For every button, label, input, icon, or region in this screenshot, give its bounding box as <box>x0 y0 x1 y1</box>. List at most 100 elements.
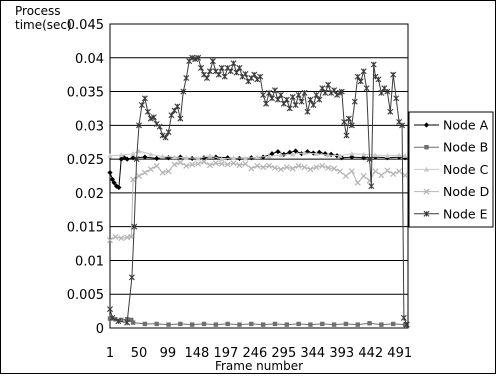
data-point <box>354 179 361 186</box>
data-point <box>242 155 249 161</box>
data-point <box>378 172 385 179</box>
data-point <box>168 112 175 119</box>
data-point <box>399 122 406 129</box>
x-axis-label: Frame number <box>215 359 303 373</box>
data-point <box>310 102 317 109</box>
data-point <box>148 151 154 157</box>
data-point <box>124 156 130 162</box>
data-point <box>289 165 296 172</box>
data-point <box>351 98 358 105</box>
x-tick-label: 442 <box>358 346 383 361</box>
data-point <box>345 115 352 122</box>
data-point <box>237 322 242 327</box>
data-point <box>283 164 290 171</box>
data-point <box>177 115 184 122</box>
data-point <box>207 153 213 158</box>
y-tick-label: 0.03 <box>75 119 104 134</box>
data-point <box>343 132 350 139</box>
data-point <box>287 149 293 155</box>
data-point <box>361 155 367 161</box>
data-point <box>402 172 409 179</box>
data-point <box>212 160 219 167</box>
data-point <box>278 152 284 158</box>
data-point <box>372 152 379 158</box>
data-point <box>272 321 278 327</box>
legend-marker <box>423 210 430 217</box>
data-point <box>107 316 113 321</box>
data-point <box>396 152 402 158</box>
data-point <box>260 164 267 171</box>
legend-entry: Node C <box>414 162 489 177</box>
series-node-c <box>107 148 408 162</box>
data-point <box>331 322 337 327</box>
data-point <box>138 102 145 109</box>
data-point <box>209 58 216 65</box>
data-point <box>109 314 116 321</box>
data-point <box>328 151 334 157</box>
data-point <box>313 91 320 98</box>
y-tick-label: 0.025 <box>67 153 104 168</box>
data-point <box>224 161 231 168</box>
data-point <box>280 100 287 107</box>
data-point <box>133 156 140 163</box>
data-point <box>112 233 119 240</box>
data-point <box>135 122 142 129</box>
data-point <box>147 166 154 173</box>
data-point <box>219 156 225 162</box>
data-point <box>342 172 349 180</box>
series-line <box>109 57 408 325</box>
data-point <box>242 160 249 167</box>
data-point <box>307 96 314 103</box>
data-point <box>354 73 361 80</box>
data-point <box>289 93 296 100</box>
data-point <box>189 322 195 327</box>
data-point <box>183 155 189 160</box>
data-point <box>402 153 408 158</box>
data-point <box>141 95 148 102</box>
data-point <box>281 151 287 157</box>
data-point <box>119 317 124 323</box>
data-point <box>308 322 313 327</box>
data-point <box>165 168 172 175</box>
data-point <box>402 322 408 327</box>
data-point <box>375 76 382 83</box>
series-line <box>109 318 406 326</box>
data-point <box>174 103 181 110</box>
data-point <box>129 317 134 323</box>
y-tick-label: 0 <box>96 322 104 337</box>
data-point <box>254 154 260 160</box>
data-point <box>384 88 391 95</box>
data-point <box>115 318 122 325</box>
data-point <box>348 168 355 175</box>
data-point <box>118 152 124 158</box>
data-point <box>292 102 299 109</box>
x-tick-label: 197 <box>213 346 238 361</box>
legend-marker <box>423 166 430 172</box>
data-point <box>141 169 148 176</box>
y-tick-label: 0.035 <box>67 86 104 101</box>
data-point <box>320 321 325 327</box>
y-tick-label: 0.005 <box>67 288 104 303</box>
data-point <box>301 150 308 156</box>
data-point <box>319 162 326 169</box>
data-point <box>249 321 254 327</box>
legend-label: Node B <box>443 140 488 155</box>
data-point <box>384 153 390 158</box>
data-point <box>230 160 237 167</box>
data-point <box>384 167 391 174</box>
data-point <box>372 168 379 175</box>
data-point <box>178 321 183 327</box>
data-point <box>107 170 113 176</box>
data-point <box>263 100 270 107</box>
data-point <box>236 64 243 71</box>
data-point <box>269 95 275 102</box>
data-point <box>150 114 157 121</box>
plot-area <box>109 23 409 329</box>
data-point <box>363 85 370 92</box>
legend-entry: Node A <box>414 118 489 133</box>
legend-label: Node D <box>443 184 489 199</box>
x-tick-label: 148 <box>185 346 210 361</box>
x-tick-labels: 1 50 99 148 197 246 295 344 393 442 491 <box>106 346 412 361</box>
series-lines <box>106 54 410 328</box>
data-point <box>275 149 281 155</box>
